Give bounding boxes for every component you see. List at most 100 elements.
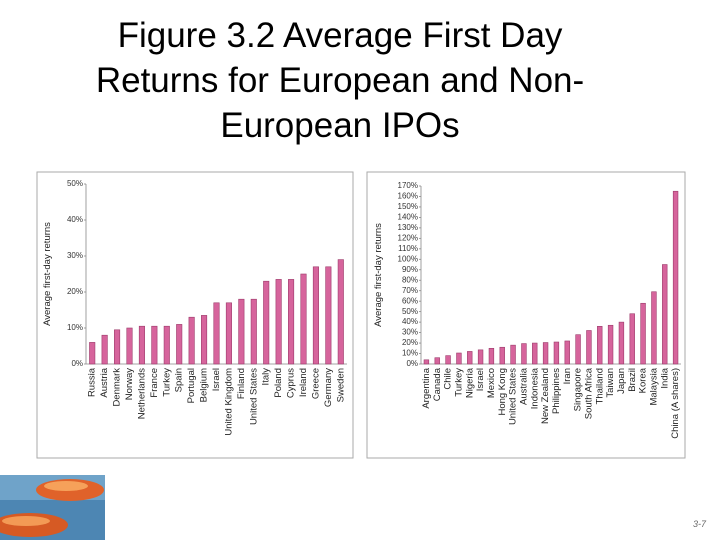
x-tick-label: China (A shares) bbox=[670, 368, 681, 439]
slide-title: Returns for European and Non- bbox=[96, 61, 584, 100]
y-tick-label: 10% bbox=[402, 349, 418, 358]
x-tick-label: Portugal bbox=[186, 368, 197, 403]
x-tick-label: Denmark bbox=[112, 368, 123, 407]
x-tick-label: United States bbox=[248, 368, 259, 425]
bar bbox=[629, 313, 635, 365]
bar bbox=[564, 340, 570, 365]
bar bbox=[488, 347, 495, 365]
y-tick-label: 90% bbox=[402, 265, 418, 274]
y-tick-label: 10% bbox=[67, 323, 83, 332]
bar bbox=[553, 341, 560, 365]
x-tick-label: Finland bbox=[236, 368, 247, 399]
bar bbox=[312, 266, 319, 365]
bar bbox=[114, 329, 121, 365]
y-tick-label: 50% bbox=[67, 179, 83, 188]
x-tick-label: Canada bbox=[432, 367, 443, 401]
bar bbox=[662, 264, 668, 365]
bar bbox=[225, 302, 232, 365]
slide-title: Figure 3.2 Average First Day bbox=[118, 16, 563, 55]
x-tick-label: Thailand bbox=[594, 368, 605, 404]
y-tick-label: 110% bbox=[398, 244, 418, 253]
y-axis-label: Average first-day returns bbox=[42, 222, 53, 326]
x-tick-label: New Zealand bbox=[540, 368, 551, 424]
bar bbox=[640, 302, 646, 365]
bar bbox=[188, 316, 195, 365]
bar bbox=[126, 327, 133, 365]
x-tick-label: Argentina bbox=[421, 367, 432, 408]
x-tick-label: Belgium bbox=[199, 368, 210, 402]
bar bbox=[499, 346, 505, 365]
y-tick-label: 50% bbox=[402, 307, 418, 316]
x-tick-label: Spain bbox=[174, 368, 185, 392]
x-tick-label: Germany bbox=[323, 368, 334, 407]
bar bbox=[467, 351, 473, 365]
x-tick-label: Italy bbox=[261, 368, 272, 386]
slide-title: European IPOs bbox=[220, 106, 459, 145]
page-number: 3-7 bbox=[693, 519, 707, 529]
bar bbox=[213, 302, 220, 365]
y-tick-label: 100% bbox=[398, 254, 418, 263]
y-tick-label: 40% bbox=[402, 317, 418, 326]
bar bbox=[510, 344, 516, 365]
x-tick-label: Ireland bbox=[298, 368, 309, 397]
y-tick-label: 20% bbox=[402, 338, 418, 347]
x-tick-label: Philippines bbox=[551, 368, 562, 414]
y-tick-label: 120% bbox=[398, 233, 418, 242]
bar bbox=[238, 298, 245, 365]
bar bbox=[445, 355, 451, 365]
x-tick-label: Nigeria bbox=[464, 367, 475, 398]
y-tick-label: 170% bbox=[398, 181, 418, 190]
x-tick-label: Netherlands bbox=[136, 368, 147, 419]
x-tick-label: Sweden bbox=[335, 368, 346, 402]
y-tick-label: 30% bbox=[402, 328, 418, 337]
bar bbox=[542, 342, 549, 365]
bar bbox=[151, 325, 158, 365]
y-tick-label: 80% bbox=[402, 275, 418, 284]
bar bbox=[423, 359, 430, 365]
bar bbox=[477, 349, 484, 365]
x-tick-label: Japan bbox=[616, 368, 627, 394]
bar bbox=[607, 324, 614, 365]
x-tick-label: Poland bbox=[273, 368, 284, 398]
bar bbox=[300, 273, 307, 365]
bar bbox=[337, 259, 344, 365]
bar bbox=[163, 325, 170, 365]
bar bbox=[456, 352, 462, 365]
x-tick-label: Austria bbox=[99, 367, 110, 397]
x-tick-label: Taiwan bbox=[605, 368, 616, 398]
y-tick-label: 0% bbox=[406, 359, 418, 368]
x-tick-label: Singapore bbox=[573, 368, 584, 411]
x-tick-label: Israel bbox=[475, 368, 486, 391]
bar bbox=[263, 280, 270, 365]
x-tick-label: Malaysia bbox=[648, 367, 659, 405]
y-tick-label: 40% bbox=[67, 215, 83, 224]
x-tick-label: Russia bbox=[87, 367, 98, 397]
y-tick-label: 150% bbox=[398, 202, 418, 211]
bar bbox=[250, 298, 257, 365]
x-tick-label: Hong Kong bbox=[497, 368, 508, 416]
bar bbox=[597, 326, 603, 365]
y-tick-label: 70% bbox=[402, 286, 418, 295]
bar bbox=[325, 266, 332, 365]
bar bbox=[89, 342, 96, 365]
x-tick-label: United States bbox=[508, 368, 519, 425]
x-tick-label: Turkey bbox=[453, 368, 464, 397]
x-tick-label: Brazil bbox=[627, 368, 638, 392]
y-tick-label: 30% bbox=[67, 251, 83, 260]
x-tick-label: Norway bbox=[124, 368, 135, 400]
bar bbox=[575, 334, 581, 365]
bar bbox=[434, 357, 440, 365]
bar bbox=[521, 343, 527, 365]
y-tick-label: 20% bbox=[67, 287, 83, 296]
bar bbox=[201, 315, 208, 365]
x-tick-label: Turkey bbox=[161, 368, 172, 397]
y-axis-label: Average first-day returns bbox=[373, 223, 384, 327]
x-tick-label: Australia bbox=[518, 367, 529, 405]
x-tick-label: Iran bbox=[562, 368, 573, 384]
x-tick-label: France bbox=[149, 368, 160, 398]
bar bbox=[101, 334, 108, 365]
y-tick-label: 60% bbox=[402, 296, 418, 305]
y-tick-label: 0% bbox=[71, 359, 83, 368]
x-tick-label: United Kingdom bbox=[223, 368, 234, 436]
